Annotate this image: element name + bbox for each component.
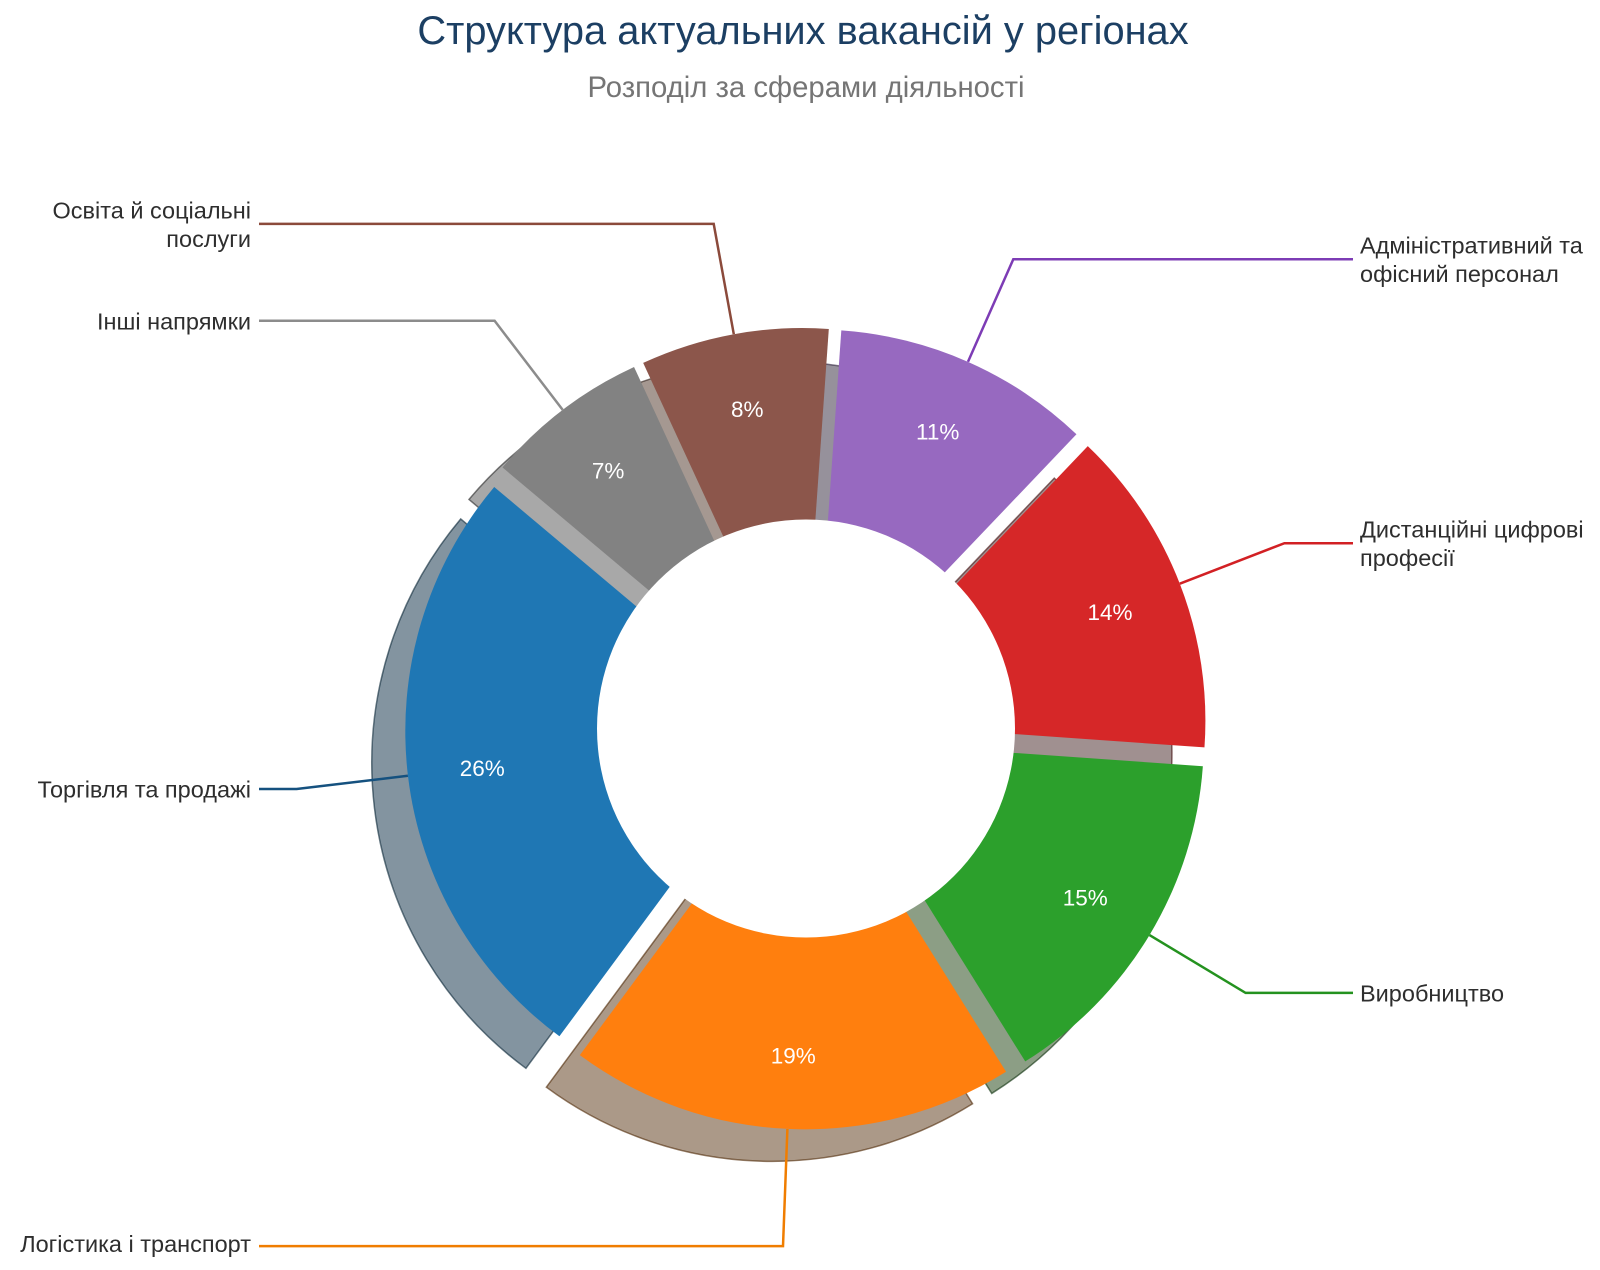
svg-text:7%: 7% — [592, 458, 625, 483]
svg-text:Розподіл за сферами діяльності: Розподіл за сферами діяльності — [587, 71, 1024, 104]
svg-text:Структура актуальних вакансій: Структура актуальних вакансій у регіонах — [417, 9, 1188, 53]
svg-text:26%: 26% — [460, 756, 505, 781]
svg-text:19%: 19% — [771, 1043, 816, 1068]
svg-text:послуги: послуги — [166, 226, 251, 252]
svg-text:Дистанційні цифрові: Дистанційні цифрові — [1360, 517, 1584, 543]
svg-text:офісний персонал: офісний персонал — [1360, 261, 1559, 287]
svg-text:Торгівля та продажі: Торгівля та продажі — [37, 777, 251, 803]
svg-text:професії: професії — [1360, 545, 1455, 571]
svg-text:Адміністративний та: Адміністративний та — [1360, 233, 1584, 259]
svg-text:8%: 8% — [731, 397, 764, 422]
svg-text:Освіта й соціальні: Освіта й соціальні — [53, 197, 251, 223]
svg-text:11%: 11% — [916, 419, 959, 444]
svg-text:Логістика і транспорт: Логістика і транспорт — [20, 1231, 251, 1257]
svg-text:14%: 14% — [1087, 600, 1132, 625]
svg-text:Виробництво: Виробництво — [1360, 981, 1504, 1007]
svg-text:Інші напрямки: Інші напрямки — [97, 308, 251, 334]
svg-text:15%: 15% — [1063, 886, 1108, 911]
